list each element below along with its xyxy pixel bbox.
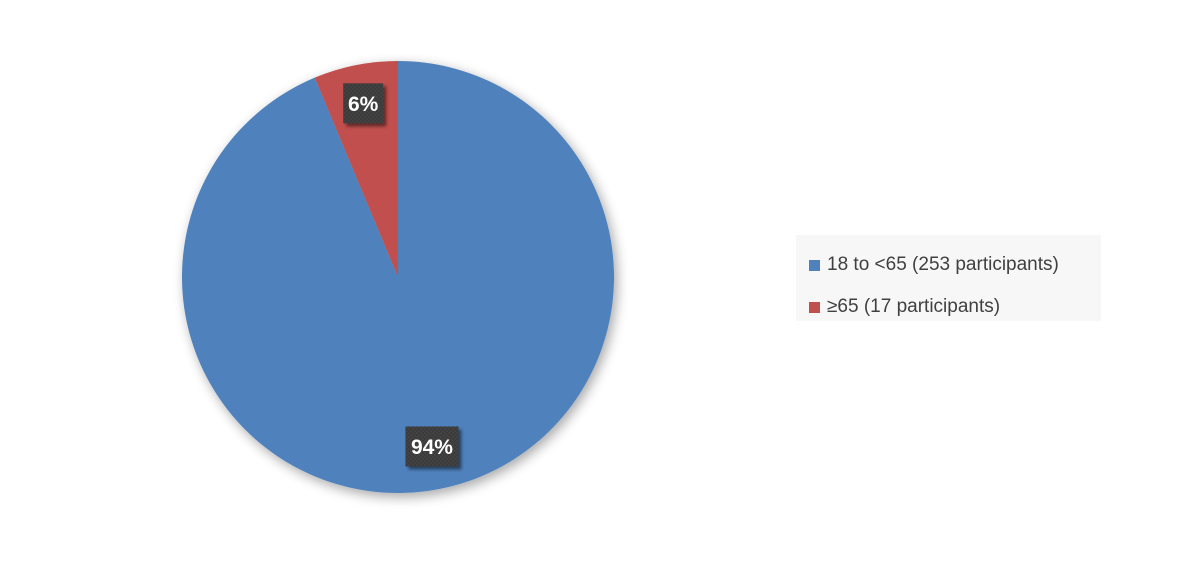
- legend-swatch-18-to-65: [809, 259, 820, 271]
- legend-swatch-65-plus: [809, 301, 820, 313]
- legend-item-18-to-65: 18 to <65 (253 participants): [809, 244, 1101, 286]
- pie-slices: [181, 61, 615, 493]
- data-label-18-to-65: 94%: [405, 426, 459, 467]
- legend: 18 to <65 (253 participants) ≥65 (17 par…: [796, 235, 1101, 321]
- legend-label-65-plus: ≥65 (17 participants): [827, 296, 1001, 317]
- legend-label-18-to-65: 18 to <65 (253 participants): [827, 254, 1059, 275]
- data-label-box-65-plus: [343, 83, 384, 124]
- legend-item-65-plus: ≥65 (17 participants): [809, 286, 1101, 328]
- data-label-65-plus: 6%: [343, 83, 384, 124]
- data-label-text-18-to-65: 94%: [411, 436, 453, 459]
- data-label-text-65-plus: 6%: [348, 93, 379, 116]
- data-label-box-18-to-65: [405, 426, 459, 467]
- pie-data-labels: 94% 6%: [343, 83, 459, 467]
